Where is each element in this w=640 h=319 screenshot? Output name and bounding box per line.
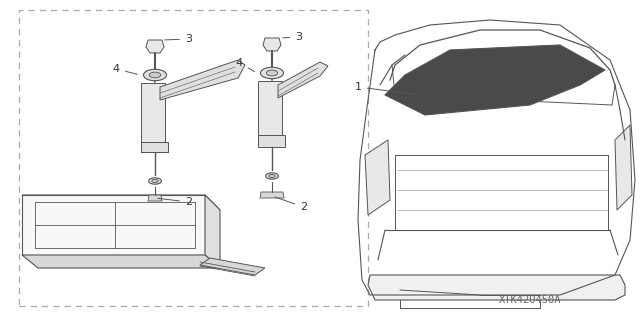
Polygon shape [263,38,281,51]
Polygon shape [22,255,220,268]
Polygon shape [278,62,328,98]
Polygon shape [258,81,282,135]
Circle shape [148,178,161,184]
Polygon shape [258,135,285,147]
Circle shape [269,174,275,178]
Polygon shape [365,140,390,215]
Text: XTK42U450A: XTK42U450A [499,295,561,305]
Text: 1: 1 [355,82,417,95]
Circle shape [260,67,284,79]
Text: 4: 4 [113,64,138,74]
Polygon shape [148,195,162,201]
Polygon shape [200,258,265,275]
Circle shape [143,69,166,81]
Polygon shape [141,142,168,152]
Circle shape [266,173,278,179]
Circle shape [152,179,158,182]
Polygon shape [160,60,245,100]
Polygon shape [141,83,165,142]
Polygon shape [146,40,164,53]
Circle shape [266,70,278,76]
Text: 2: 2 [275,197,307,212]
Text: 3: 3 [164,34,192,44]
Text: 2: 2 [157,197,192,207]
Text: 4: 4 [236,58,255,72]
Polygon shape [615,125,632,210]
Polygon shape [368,275,625,300]
Text: 3: 3 [283,32,302,42]
Bar [19,10,368,306]
Polygon shape [22,195,220,210]
Polygon shape [385,45,605,115]
Polygon shape [260,192,284,198]
Circle shape [149,72,161,78]
Polygon shape [22,195,205,255]
Polygon shape [205,195,220,268]
